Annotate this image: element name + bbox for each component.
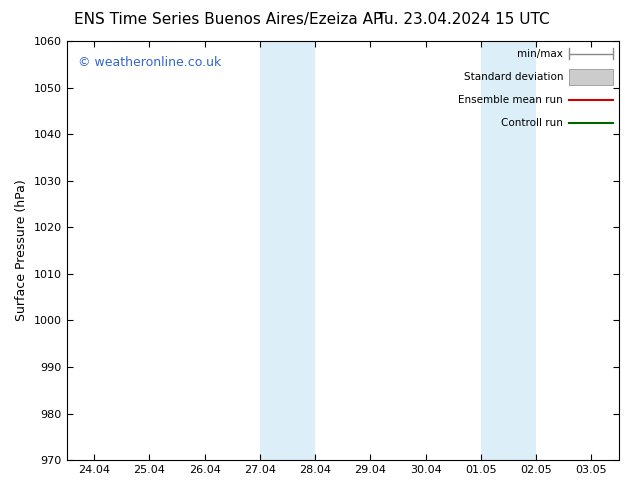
- Y-axis label: Surface Pressure (hPa): Surface Pressure (hPa): [15, 180, 28, 321]
- Bar: [569, 69, 613, 85]
- Text: Standard deviation: Standard deviation: [463, 72, 563, 82]
- Text: © weatheronline.co.uk: © weatheronline.co.uk: [77, 56, 221, 69]
- Text: ENS Time Series Buenos Aires/Ezeiza AP: ENS Time Series Buenos Aires/Ezeiza AP: [74, 12, 382, 27]
- Text: Ensemble mean run: Ensemble mean run: [458, 95, 563, 105]
- Bar: [260, 41, 315, 460]
- Bar: [481, 41, 536, 460]
- Text: Tu. 23.04.2024 15 UTC: Tu. 23.04.2024 15 UTC: [377, 12, 549, 27]
- Text: Controll run: Controll run: [501, 118, 563, 128]
- Text: min/max: min/max: [517, 49, 563, 59]
